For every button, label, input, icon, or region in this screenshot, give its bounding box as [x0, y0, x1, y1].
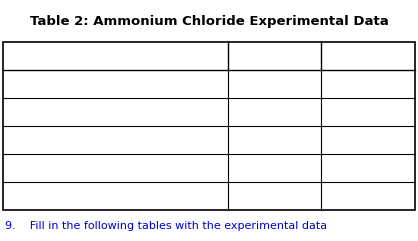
Text: 50: 50	[359, 105, 377, 119]
Text: 5.52: 5.52	[259, 77, 290, 91]
Text: Final temperature, Tf (°C): Final temperature, Tf (°C)	[8, 191, 151, 201]
Text: Volume of Water (mL): Volume of Water (mL)	[8, 107, 130, 117]
Text: 5.52: 5.52	[353, 77, 383, 91]
Text: 18.58: 18.58	[348, 161, 388, 175]
Text: 20.49: 20.49	[255, 161, 294, 175]
Text: 15.61: 15.61	[348, 189, 388, 203]
Text: 50: 50	[359, 133, 377, 147]
Text: 50: 50	[266, 105, 283, 119]
Text: Mass of NH₄Cl (g): Mass of NH₄Cl (g)	[8, 79, 105, 89]
Text: 50: 50	[266, 133, 283, 147]
Text: 9.    Fill in the following tables with the experimental data: 9. Fill in the following tables with the…	[5, 221, 327, 231]
Text: Initial temperature, Tᵢ (°C): Initial temperature, Tᵢ (°C)	[8, 163, 154, 173]
Text: Table 2: Ammonium Chloride Experimental Data: Table 2: Ammonium Chloride Experimental …	[30, 15, 388, 28]
Text: Mass of Water (g): Mass of Water (g)	[8, 135, 106, 145]
Text: Trial #2: Trial #2	[343, 49, 393, 62]
Text: Trial #1: Trial #1	[249, 49, 300, 62]
Text: 15.28: 15.28	[255, 189, 294, 203]
